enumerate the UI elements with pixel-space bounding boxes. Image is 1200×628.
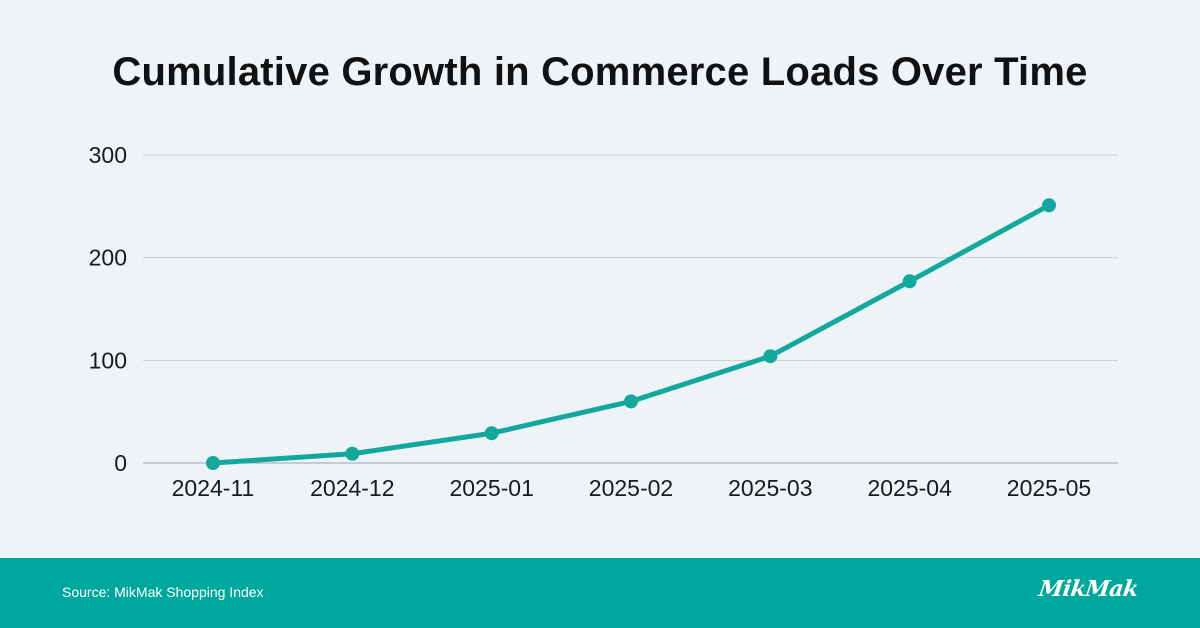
y-tick-label-100: 100 — [89, 347, 127, 373]
x-tick-label-2025-05: 2025-05 — [1007, 475, 1091, 501]
x-tick-label-2025-01: 2025-01 — [449, 475, 533, 501]
data-point-2025-04 — [902, 274, 917, 289]
x-tick-label-2024-11: 2024-11 — [172, 475, 255, 501]
x-axis-ticks: 2024-11 2024-12 2025-01 2025-02 2025-03 2025-… — [172, 475, 1092, 501]
data-point-2024-12 — [345, 446, 360, 461]
data-point-2025-01 — [484, 426, 499, 441]
y-tick-label-0: 0 — [114, 450, 127, 476]
series-line — [210, 202, 1052, 466]
footer-bar: Source: MikMak Shopping Index MikMak — [0, 558, 1200, 628]
data-point-2025-02 — [624, 394, 638, 409]
y-tick-label-300: 300 — [89, 142, 127, 168]
data-point-2025-05 — [1042, 198, 1056, 213]
x-tick-label-2025-02: 2025-02 — [589, 475, 673, 501]
data-point-2025-03 — [763, 349, 778, 364]
source-text: Source: MikMak Shopping Index — [62, 584, 264, 600]
y-axis-ticks: 0 100 200 300 — [89, 142, 127, 476]
data-point-2024-11 — [206, 456, 220, 470]
chart-title: Cumulative Growth in Commerce Loads Over… — [112, 50, 1088, 94]
gridlines — [143, 154, 1118, 464]
series-cumulative-growth — [206, 198, 1056, 470]
x-tick-label-2025-04: 2025-04 — [867, 475, 952, 501]
mikmak-logo: MikMak — [1037, 576, 1140, 602]
x-tick-label-2025-03: 2025-03 — [728, 475, 812, 501]
y-tick-label-200: 200 — [89, 245, 127, 271]
x-tick-label-2024-12: 2024-12 — [310, 475, 394, 501]
